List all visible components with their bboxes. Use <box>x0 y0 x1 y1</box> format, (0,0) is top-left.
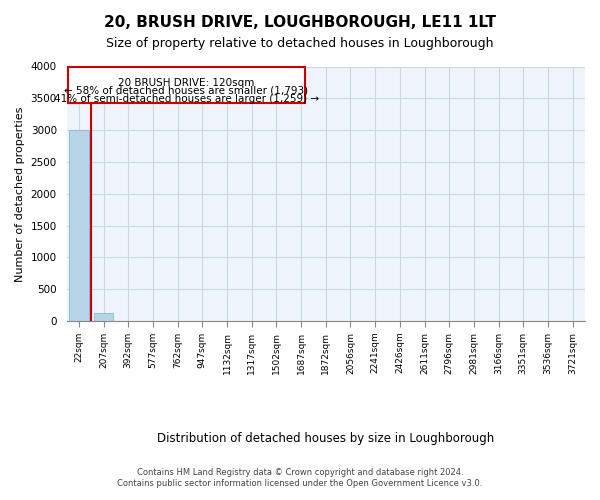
Text: Size of property relative to detached houses in Loughborough: Size of property relative to detached ho… <box>106 38 494 51</box>
Text: 20, BRUSH DRIVE, LOUGHBOROUGH, LE11 1LT: 20, BRUSH DRIVE, LOUGHBOROUGH, LE11 1LT <box>104 15 496 30</box>
X-axis label: Distribution of detached houses by size in Loughborough: Distribution of detached houses by size … <box>157 432 494 445</box>
Text: 20 BRUSH DRIVE: 120sqm: 20 BRUSH DRIVE: 120sqm <box>118 78 254 88</box>
Text: 41% of semi-detached houses are larger (1,259) →: 41% of semi-detached houses are larger (… <box>54 94 319 104</box>
Bar <box>68 67 305 104</box>
Y-axis label: Number of detached properties: Number of detached properties <box>15 106 25 282</box>
Text: ← 58% of detached houses are smaller (1,793): ← 58% of detached houses are smaller (1,… <box>64 85 308 95</box>
Text: Contains HM Land Registry data © Crown copyright and database right 2024.
Contai: Contains HM Land Registry data © Crown c… <box>118 468 482 487</box>
Bar <box>94 313 113 321</box>
Bar <box>69 130 89 321</box>
